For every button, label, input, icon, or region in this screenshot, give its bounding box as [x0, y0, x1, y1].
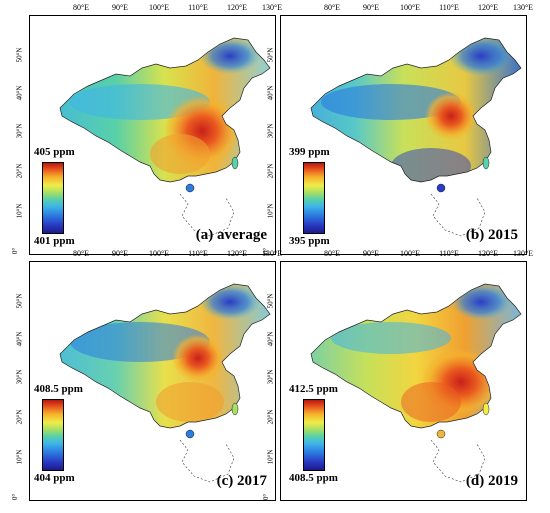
longitude-tick-label: 100°E: [399, 3, 421, 12]
latitude-tick-label: 10°N: [15, 203, 24, 219]
latitude-tick-label: 40°N: [15, 331, 24, 347]
latitude-tick-label: 0°: [11, 247, 20, 255]
map-panel-2017: 408.5 ppm 404 ppm (c) 2017: [29, 261, 276, 501]
co2-map: [59, 37, 271, 237]
longitude-tick-label: 110°E: [439, 3, 459, 12]
color-scale-min: 408.5 ppm: [289, 472, 338, 484]
latitude-tick-label: 50°N: [15, 293, 24, 309]
latitude-tick-label: 10°N: [266, 449, 275, 465]
panel-label: (b) 2015: [465, 227, 518, 243]
panel-label: (a) average: [195, 227, 267, 243]
latitude-tick-label: 40°N: [266, 331, 275, 347]
longitude-tick-label: 120°E: [477, 249, 499, 258]
longitude-tick-label: 120°E: [226, 3, 248, 12]
color-scale-bar: [42, 399, 64, 471]
longitude-tick-label: 80°E: [323, 249, 341, 258]
longitude-tick-label: 90°E: [111, 3, 129, 12]
longitude-tick-label: 110°E: [439, 249, 459, 258]
co2-map: [59, 283, 271, 483]
color-scale-min: 395 ppm: [289, 235, 330, 247]
latitude-tick-label: 40°N: [266, 85, 275, 101]
color-scale-bar: [303, 399, 325, 471]
color-scale-max: 408.5 ppm: [34, 383, 83, 395]
latitude-tick-label: 20°N: [266, 163, 275, 179]
longitude-tick-label: 90°E: [362, 249, 380, 258]
latitude-tick-label: 30°N: [15, 369, 24, 385]
map-panel-2019: 412.5 ppm 408.5 ppm (d) 2019: [280, 261, 527, 501]
longitude-tick-label: 110°E: [188, 3, 208, 12]
longitude-tick-label: 100°E: [148, 249, 170, 258]
latitude-tick-label: 10°N: [15, 449, 24, 465]
longitude-tick-label: 130°E: [261, 249, 283, 258]
longitude-tick-label: 130°E: [512, 249, 534, 258]
color-scale-min: 404 ppm: [34, 472, 75, 484]
latitude-tick-label: 50°N: [15, 47, 24, 63]
latitude-tick-label: 40°N: [15, 85, 24, 101]
co2-map: [310, 283, 522, 483]
color-scale-bar: [303, 162, 325, 234]
longitude-tick-label: 120°E: [477, 3, 499, 12]
color-scale-max: 412.5 ppm: [289, 383, 338, 395]
latitude-tick-label: 50°N: [266, 293, 275, 309]
color-scale-min: 401 ppm: [34, 235, 75, 247]
latitude-tick-label: 20°N: [15, 409, 24, 425]
panel-label: (c) 2017: [216, 473, 267, 489]
co2-map: [310, 37, 522, 237]
latitude-tick-label: 30°N: [266, 123, 275, 139]
color-scale-bar: [42, 162, 64, 234]
longitude-tick-label: 120°E: [226, 249, 248, 258]
longitude-tick-label: 130°E: [261, 3, 283, 12]
color-scale-max: 405 ppm: [34, 146, 75, 158]
longitude-tick-label: 80°E: [72, 3, 90, 12]
latitude-tick-label: 20°N: [266, 409, 275, 425]
map-panel-2015: 399 ppm 395 ppm (b) 2015: [280, 15, 527, 255]
color-scale-max: 399 ppm: [289, 146, 330, 158]
latitude-tick-label: 0°: [262, 493, 271, 501]
longitude-tick-label: 80°E: [72, 249, 90, 258]
latitude-tick-label: 0°: [11, 493, 20, 501]
longitude-tick-label: 90°E: [111, 249, 129, 258]
latitude-tick-label: 10°N: [266, 203, 275, 219]
latitude-tick-label: 30°N: [266, 369, 275, 385]
map-panel-average: 405 ppm 401 ppm (a) average: [29, 15, 276, 255]
latitude-tick-label: 50°N: [266, 47, 275, 63]
latitude-tick-label: 30°N: [15, 123, 24, 139]
latitude-tick-label: 20°N: [15, 163, 24, 179]
longitude-tick-label: 110°E: [188, 249, 208, 258]
longitude-tick-label: 80°E: [323, 3, 341, 12]
longitude-tick-label: 90°E: [362, 3, 380, 12]
panel-label: (d) 2019: [465, 473, 518, 489]
longitude-tick-label: 100°E: [148, 3, 170, 12]
longitude-tick-label: 100°E: [399, 249, 421, 258]
longitude-tick-label: 130°E: [512, 3, 534, 12]
